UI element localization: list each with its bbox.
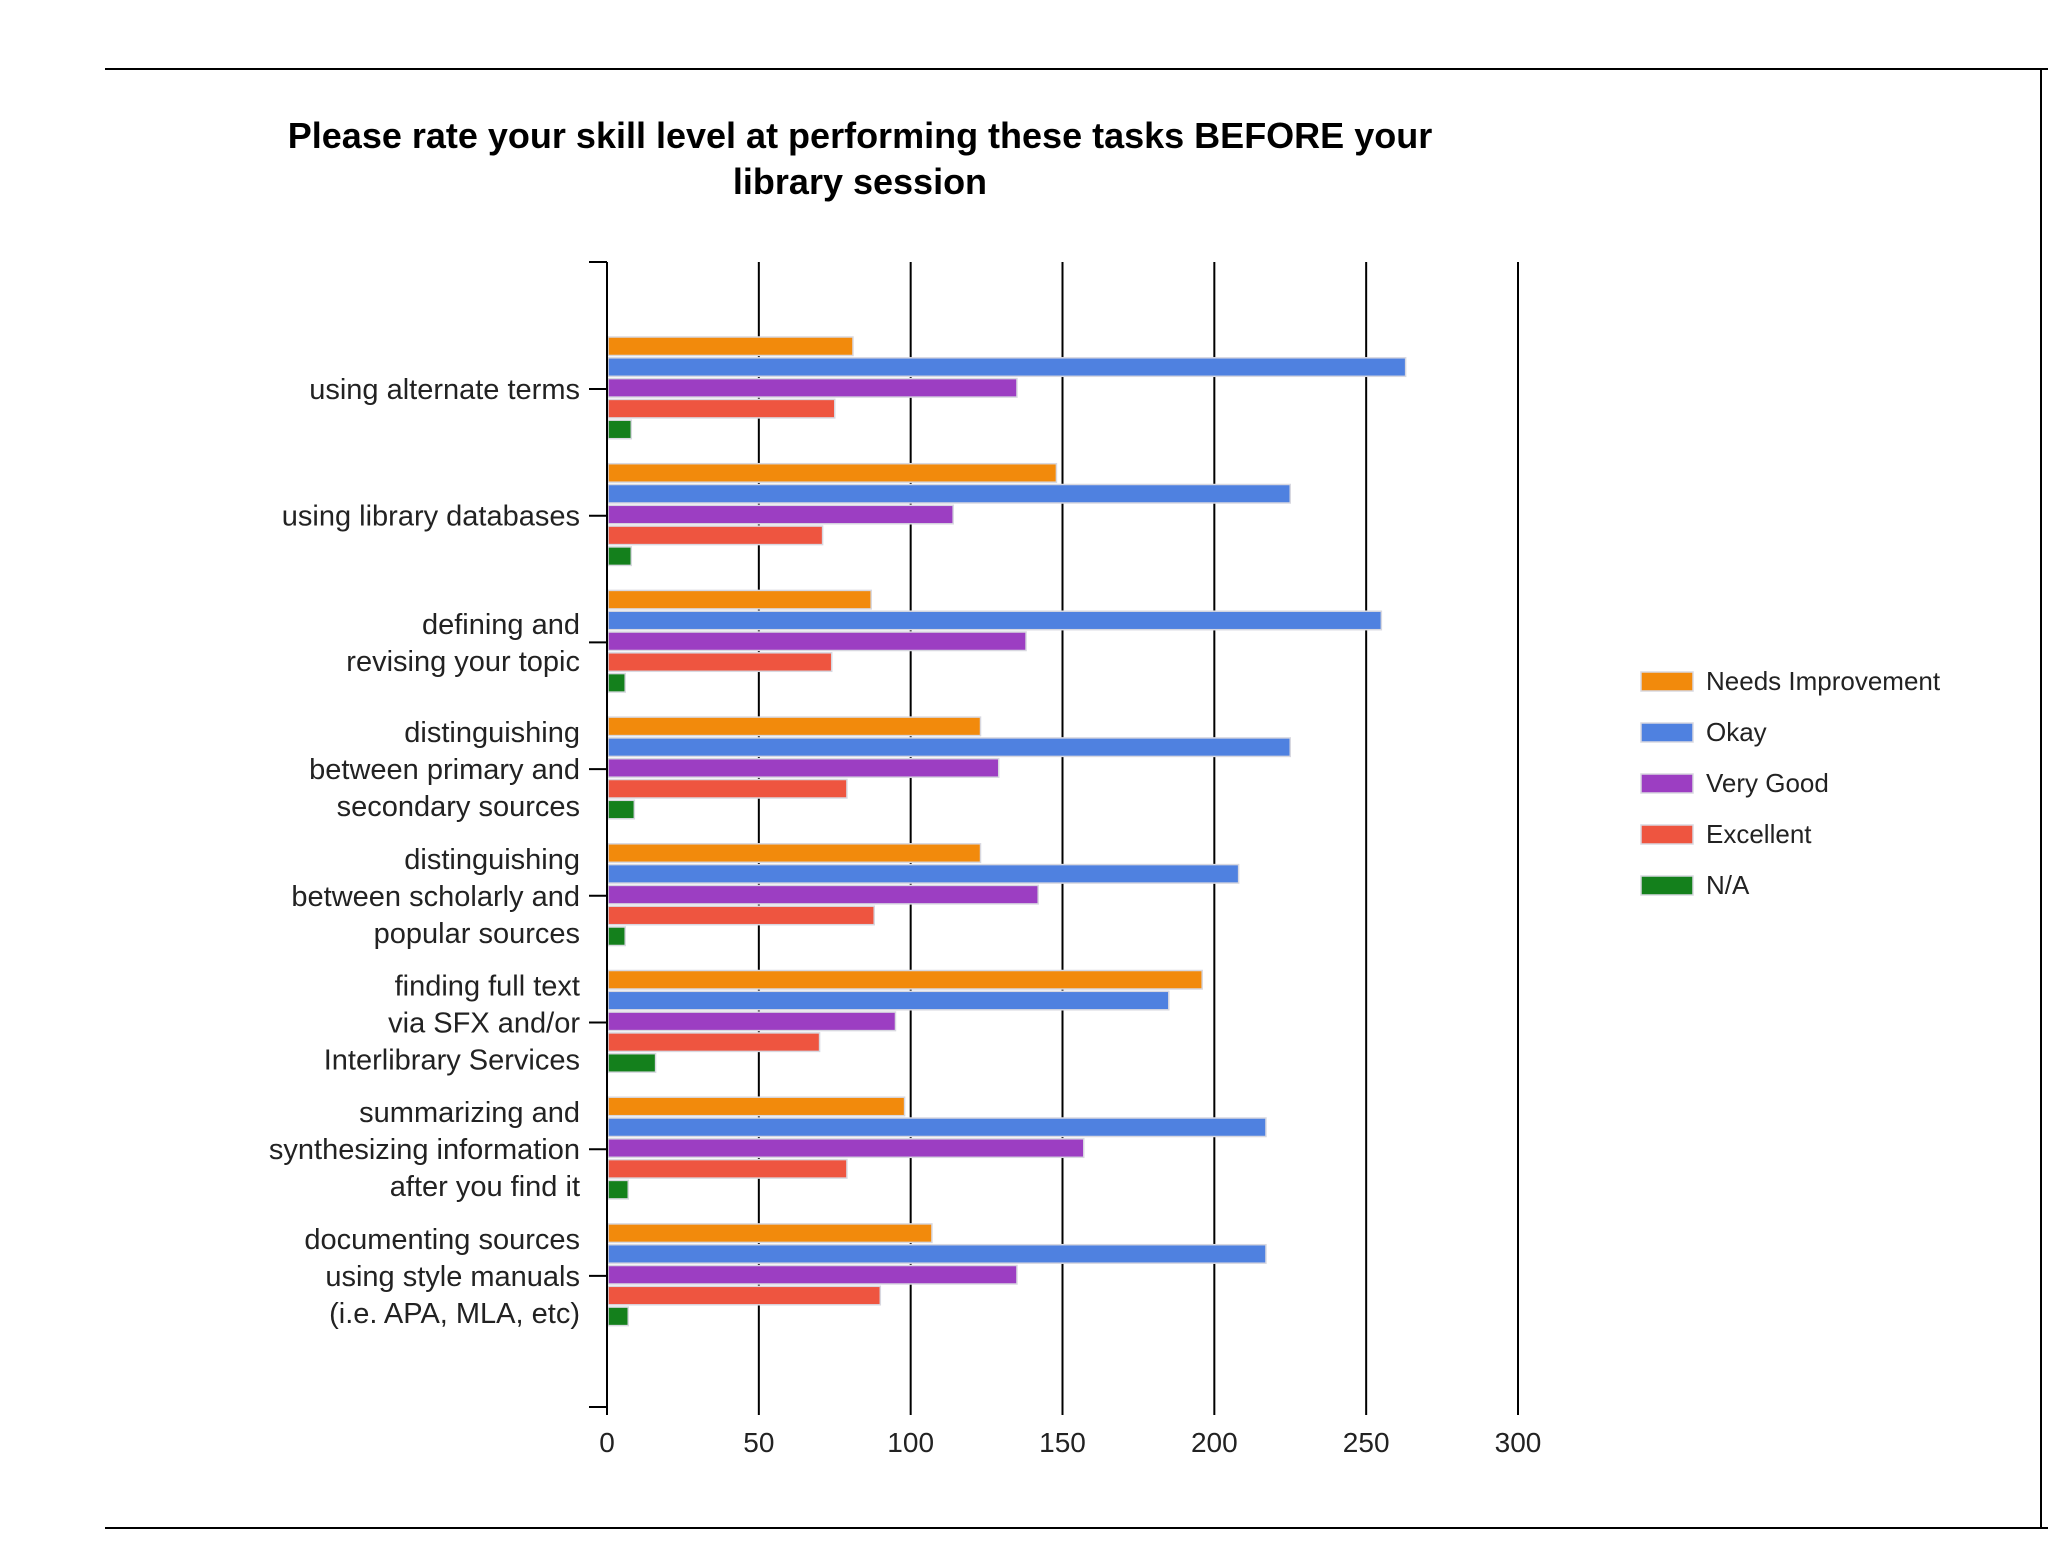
bar <box>607 377 1018 398</box>
legend-label: Excellent <box>1706 819 1812 849</box>
category-label: secondary sources <box>337 791 580 823</box>
legend-label: Very Good <box>1706 768 1829 798</box>
category-label: defining and <box>422 609 580 641</box>
bar <box>607 1158 848 1179</box>
bar <box>607 336 854 357</box>
category-label: using library databases <box>282 501 580 533</box>
bar <box>607 737 1291 758</box>
legend-label: Okay <box>1706 717 1767 747</box>
bar <box>607 1117 1267 1138</box>
category-label: distinguishing <box>404 844 580 876</box>
bar <box>607 1179 630 1200</box>
x-tick-label: 200 <box>1191 1427 1238 1458</box>
legend-swatch <box>1640 824 1694 845</box>
bar <box>607 778 848 799</box>
legend-swatch <box>1640 722 1694 743</box>
category-label: via SFX and/or <box>388 1008 580 1040</box>
category-label: Interlibrary Services <box>324 1045 580 1077</box>
category-label: using alternate terms <box>309 374 580 406</box>
chart-title-line-2: library session <box>733 161 987 202</box>
bar <box>607 631 1027 652</box>
bar <box>607 1052 657 1073</box>
legend-swatch <box>1640 875 1694 896</box>
bar <box>607 1306 630 1327</box>
category-label: finding full text <box>395 971 580 1003</box>
bar <box>607 1011 897 1032</box>
category-label: between primary and <box>309 754 580 786</box>
bar <box>607 1032 821 1053</box>
bar <box>607 1223 933 1244</box>
chart-title-line-1: Please rate your skill level at performi… <box>288 115 1432 156</box>
bar <box>607 926 626 947</box>
category-label: popular sources <box>374 918 580 950</box>
category-label: using style manuals <box>325 1261 580 1293</box>
x-tick-label: 300 <box>1495 1427 1542 1458</box>
bar <box>607 1264 1018 1285</box>
bar <box>607 546 633 567</box>
x-tick-label: 250 <box>1343 1427 1390 1458</box>
bar <box>607 610 1383 631</box>
bar <box>607 462 1058 483</box>
bar <box>607 716 982 737</box>
bar <box>607 1285 882 1306</box>
bar <box>607 483 1291 504</box>
x-tick-label: 50 <box>743 1427 774 1458</box>
bar <box>607 398 836 419</box>
bar <box>607 419 633 440</box>
bar <box>607 357 1407 378</box>
x-tick-label: 100 <box>887 1427 934 1458</box>
bar <box>607 799 636 820</box>
category-label: revising your topic <box>346 646 580 678</box>
bar <box>607 969 1203 990</box>
bar <box>607 843 982 864</box>
bar <box>607 652 833 673</box>
category-label: after you find it <box>390 1171 580 1203</box>
bar <box>607 1138 1085 1159</box>
bar <box>607 863 1240 884</box>
legend-swatch <box>1640 773 1694 794</box>
bar <box>607 504 954 525</box>
x-tick-label: 150 <box>1039 1427 1086 1458</box>
bar <box>607 525 824 546</box>
legend-label: N/A <box>1706 870 1750 900</box>
category-label: synthesizing information <box>269 1134 580 1166</box>
category-label: distinguishing <box>404 717 580 749</box>
legend-label: Needs Improvement <box>1706 666 1941 696</box>
category-labels-layer: using alternate terms using library datab… <box>269 374 580 1330</box>
bar <box>607 905 875 926</box>
bar <box>607 672 626 693</box>
bar <box>607 1243 1267 1264</box>
bar <box>607 990 1170 1011</box>
legend: Needs Improvement Okay Very Good Excellent N… <box>1640 666 1941 900</box>
axis-layer: 0 50 100 150 200 250 300 <box>589 261 1542 1458</box>
bar <box>607 757 1000 778</box>
category-label: summarizing and <box>359 1097 580 1129</box>
category-label: documenting sources <box>304 1224 580 1256</box>
bar <box>607 1096 906 1117</box>
bar <box>607 884 1039 905</box>
x-tick-label: 0 <box>599 1427 615 1458</box>
legend-swatch <box>1640 671 1694 692</box>
category-label: (i.e. APA, MLA, etc) <box>329 1298 580 1330</box>
bars-layer <box>607 336 1407 1327</box>
bar <box>607 589 872 610</box>
category-label: between scholarly and <box>291 881 580 913</box>
